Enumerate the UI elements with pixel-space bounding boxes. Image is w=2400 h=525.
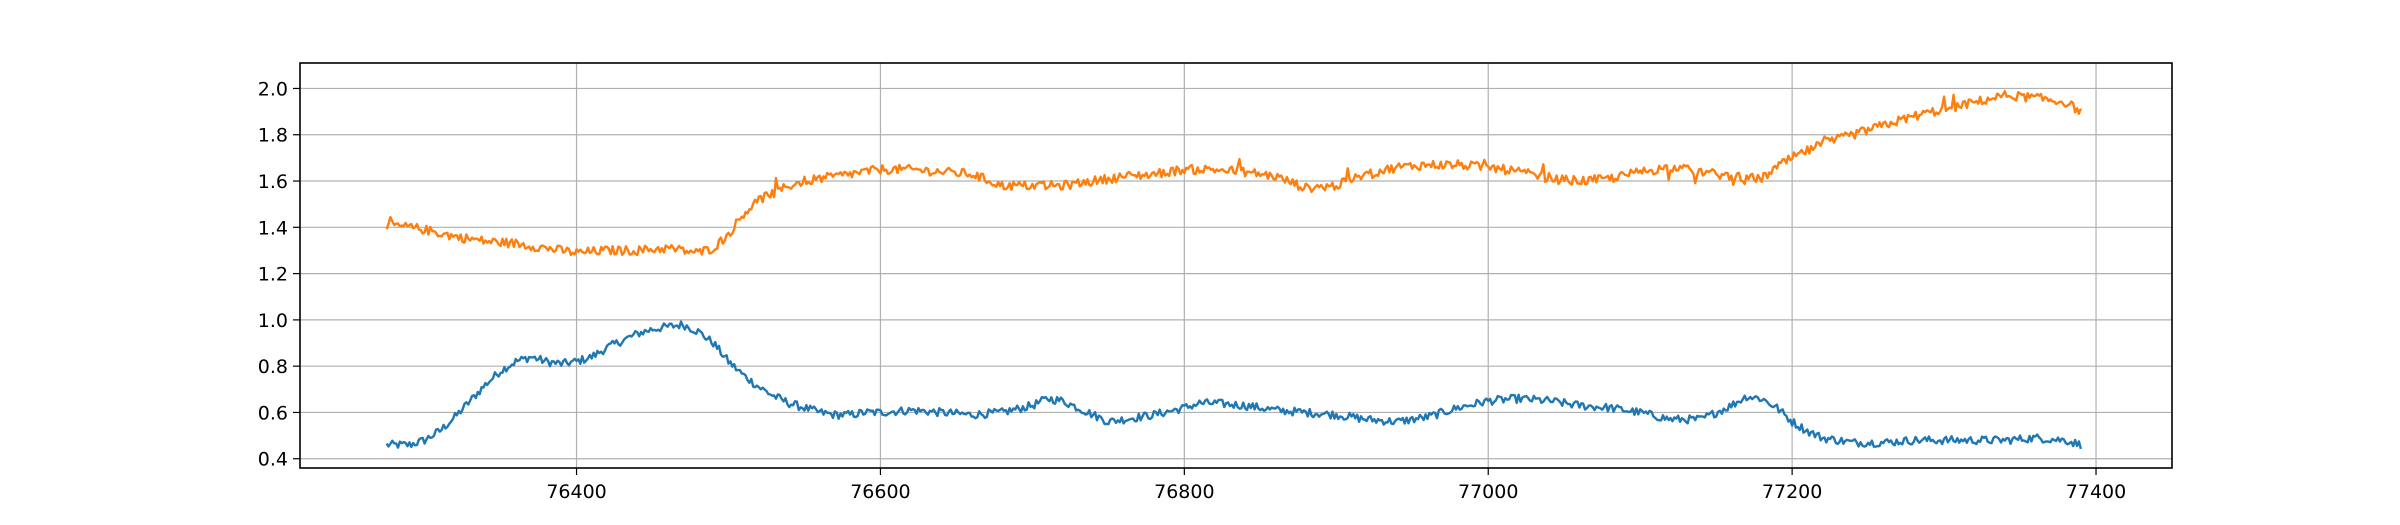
grid (300, 63, 2172, 468)
y-tick-label: 0.8 (258, 356, 288, 378)
x-tick-label: 77000 (1458, 481, 1518, 503)
y-tick-label: 2.0 (258, 78, 288, 100)
x-tick-label: 76600 (850, 481, 910, 503)
y-tick-label: 1.8 (258, 125, 288, 147)
x-tick-label: 76800 (1154, 481, 1214, 503)
y-tick-label: 0.6 (258, 402, 288, 424)
y-tick-label: 1.4 (258, 217, 288, 239)
series-line-0 (385, 320, 2082, 450)
x-tick-label: 77400 (2066, 481, 2126, 503)
x-tick-label: 77200 (1762, 481, 1822, 503)
y-tick-label: 0.4 (258, 449, 288, 471)
y-tick-label: 1.0 (258, 310, 288, 332)
x-tick-label: 76400 (546, 481, 606, 503)
plot-series (385, 89, 2082, 450)
y-tick-label: 1.2 (258, 264, 288, 286)
y-tick-label: 1.6 (258, 171, 288, 193)
tick-labels: 76400 76600 76800 77000 77200 77400 0.4 0.6 0.8 1… (258, 78, 2126, 503)
series-line-1 (385, 89, 2082, 257)
axes-frame (299, 62, 2173, 469)
axis-ticks (293, 87, 2097, 475)
